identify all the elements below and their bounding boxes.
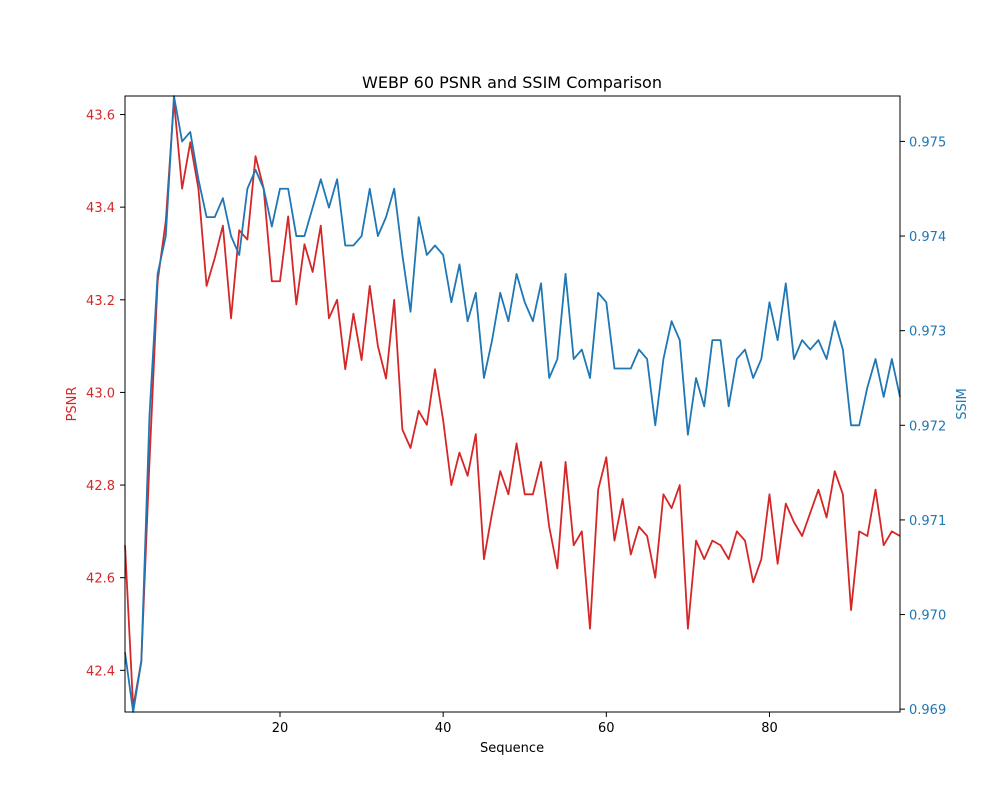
y-axis-left: 42.4 42.6 42.8 43.0 43.2 43.4 43.6 xyxy=(86,109,125,679)
x-tick-label: 20 xyxy=(272,721,289,736)
y-axis-right-title: SSIM xyxy=(955,388,970,420)
y-right-tick-label: 0.972 xyxy=(909,419,946,434)
x-tick-label: 40 xyxy=(435,721,452,736)
y-left-tick-label: 43.6 xyxy=(86,109,115,124)
plot-area xyxy=(124,95,901,713)
chart-title: WEBP 60 PSNR and SSIM Comparison xyxy=(362,73,662,92)
y-right-tick-label: 0.971 xyxy=(909,514,946,529)
x-tick-label: 80 xyxy=(761,721,778,736)
x-axis-title: Sequence xyxy=(480,741,544,756)
psnr-series-line xyxy=(124,99,901,709)
plot-frame xyxy=(124,95,901,713)
y-left-tick-label: 42.8 xyxy=(86,479,115,494)
y-right-tick-label: 0.969 xyxy=(909,703,946,718)
y-left-tick-label: 42.6 xyxy=(86,572,115,587)
y-left-tick-label: 43.4 xyxy=(86,201,115,216)
y-right-tick-label: 0.974 xyxy=(909,230,946,245)
y-right-tick-label: 0.975 xyxy=(909,135,946,150)
y-left-tick-label: 42.4 xyxy=(86,664,115,679)
x-tick-label: 60 xyxy=(598,721,615,736)
y-axis-right: 0.969 0.970 0.971 0.972 0.973 0.974 0.975 xyxy=(900,135,946,718)
ssim-series-line xyxy=(124,95,901,713)
x-axis: 20 40 60 80 xyxy=(272,712,778,736)
y-left-tick-label: 43.0 xyxy=(86,386,115,401)
y-left-tick-label: 43.2 xyxy=(86,294,115,309)
y-right-tick-label: 0.970 xyxy=(909,609,946,624)
y-axis-left-title: PSNR xyxy=(65,387,80,422)
y-right-tick-label: 0.973 xyxy=(909,325,946,340)
